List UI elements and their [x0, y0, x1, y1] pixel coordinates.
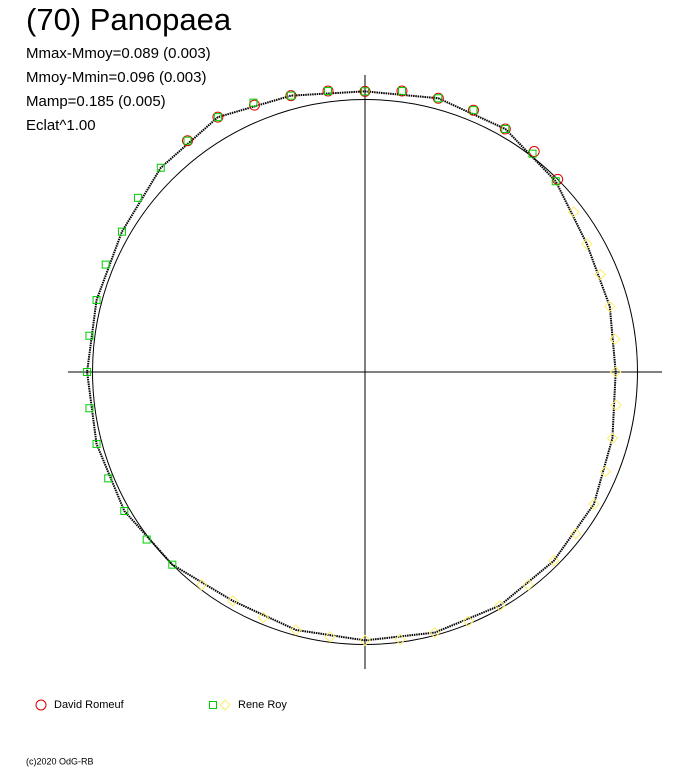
marker-circle [432, 92, 444, 104]
marker-circle [322, 85, 334, 97]
marker-circle [285, 90, 297, 102]
footer: (c)2020 OdG-RB [26, 756, 94, 766]
marker-square [249, 98, 258, 107]
chart-title: (70) Panopaea [26, 2, 232, 37]
marker-diamond [588, 498, 600, 510]
marker-diamond [606, 432, 619, 444]
marker-diamond [429, 626, 441, 639]
legend-label: Rene Roy [238, 699, 287, 711]
marker-circle [182, 135, 194, 147]
marker-square [134, 193, 143, 202]
marker-square [501, 124, 510, 133]
marker-square [528, 149, 537, 158]
marker-square [101, 260, 110, 269]
marker-diamond [581, 238, 593, 250]
marker-square [142, 535, 151, 544]
marker-diamond [609, 366, 622, 378]
legend-marker [219, 699, 231, 711]
marker-diamond [227, 595, 239, 607]
marker-diamond [324, 631, 336, 643]
marker-circle [499, 123, 511, 135]
marker-diamond [599, 465, 612, 478]
marker-diamond [494, 599, 506, 612]
marker-square [286, 91, 295, 100]
legend-marker [209, 701, 217, 709]
marker-square [83, 368, 92, 376]
marker-diamond [522, 579, 535, 591]
marker-diamond [195, 579, 208, 591]
marker-square [92, 296, 101, 305]
marker-diamond [609, 333, 621, 345]
marker-square [117, 227, 126, 236]
marker-circle [528, 146, 540, 158]
marker-diamond [604, 300, 616, 313]
marker-diamond [570, 528, 582, 540]
marker-square [168, 560, 177, 569]
marker-diamond [257, 611, 270, 624]
marker-square [361, 87, 369, 96]
marker-square [397, 87, 406, 96]
reference-circle [92, 99, 638, 645]
annotation: Mmax-Mmoy=0.089 (0.003) [26, 45, 211, 62]
marker-square [104, 474, 113, 483]
fit-curve [86, 90, 617, 642]
marker-circle [212, 111, 224, 123]
marker-circle [467, 104, 479, 116]
marker-circle [359, 85, 371, 97]
marker-square [213, 113, 222, 122]
legend-marker [35, 699, 47, 711]
annotation: Mmoy-Mmin=0.096 (0.003) [26, 69, 206, 86]
marker-diamond [548, 555, 560, 567]
marker-square [120, 506, 129, 515]
marker-circle [248, 99, 260, 111]
marker-square [85, 331, 94, 340]
marker-diamond [567, 206, 580, 218]
legend-label: David Romeuf [54, 699, 125, 711]
marker-diamond [462, 615, 474, 627]
marker-square [183, 136, 192, 145]
marker-square [434, 94, 443, 103]
annotation: Eclat^1.00 [26, 117, 96, 134]
marker-square [85, 404, 94, 413]
marker-square [469, 106, 478, 115]
marker-diamond [394, 633, 406, 646]
marker-diamond [610, 399, 622, 411]
marker-diamond [594, 268, 607, 281]
marker-diamond [290, 624, 302, 636]
marker-square [324, 87, 333, 96]
annotation: Mamp=0.185 (0.005) [26, 93, 166, 110]
marker-square [156, 163, 165, 172]
marker-diamond [359, 634, 371, 647]
marker-square [551, 177, 560, 186]
marker-circle [396, 85, 408, 97]
marker-square [92, 439, 101, 448]
